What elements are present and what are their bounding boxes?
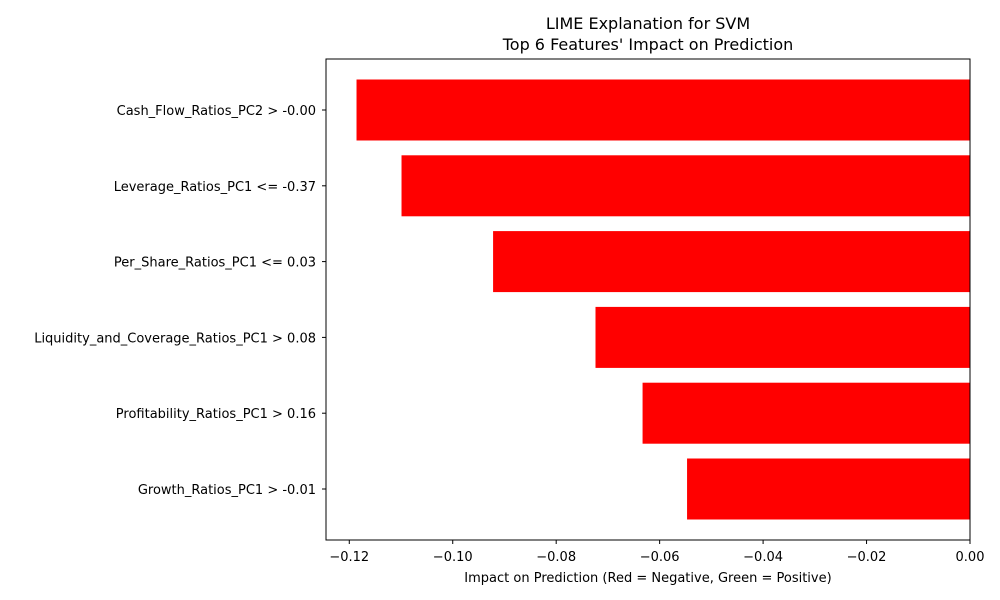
y-tick-label: Growth_Ratios_PC1 > -0.01 bbox=[138, 483, 316, 498]
bar bbox=[493, 231, 970, 293]
x-axis-label: Impact on Prediction (Red = Negative, Gr… bbox=[464, 571, 831, 586]
chart-title: LIME Explanation for SVM bbox=[546, 14, 750, 33]
y-tick-label: Liquidity_and_Coverage_Ratios_PC1 > 0.08 bbox=[34, 331, 316, 346]
bar bbox=[595, 306, 970, 368]
plot-frame bbox=[325, 58, 971, 541]
x-tick-label: −0.10 bbox=[433, 550, 473, 565]
bar bbox=[401, 155, 971, 217]
x-tick-label: −0.04 bbox=[743, 550, 783, 565]
x-tick-label: −0.12 bbox=[329, 550, 369, 565]
y-tick-label: Leverage_Ratios_PC1 <= -0.37 bbox=[114, 180, 316, 195]
x-tick-label: −0.06 bbox=[640, 550, 680, 565]
x-tick-label: −0.08 bbox=[536, 550, 576, 565]
bar bbox=[642, 382, 970, 444]
x-tick-label: 0.00 bbox=[956, 550, 985, 565]
bar bbox=[356, 79, 970, 141]
y-tick-label: Cash_Flow_Ratios_PC2 > -0.00 bbox=[117, 104, 316, 119]
x-tick-label: −0.02 bbox=[847, 550, 887, 565]
bar bbox=[687, 458, 970, 520]
chart-subtitle: Top 6 Features' Impact on Prediction bbox=[502, 35, 794, 54]
y-tick-label: Profitability_Ratios_PC1 > 0.16 bbox=[116, 407, 316, 422]
y-tick-label: Per_Share_Ratios_PC1 <= 0.03 bbox=[114, 256, 316, 271]
